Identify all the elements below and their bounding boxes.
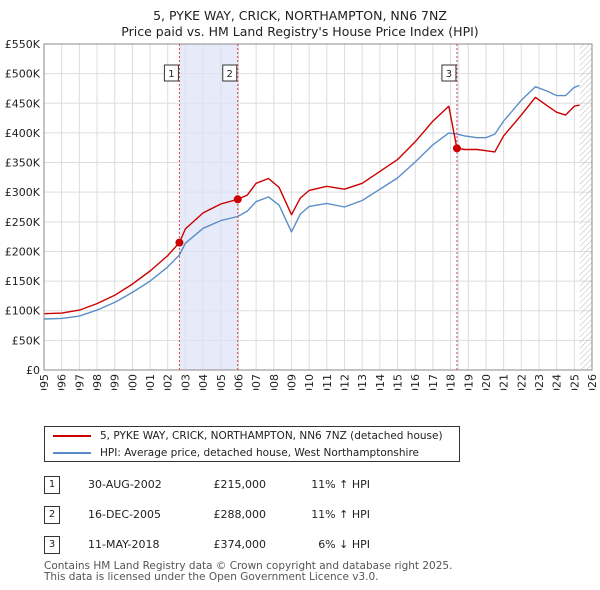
y-tick-label: £300K [5,186,41,199]
x-tick-label: 1995 [38,374,51,390]
y-tick-label: £500K [5,68,41,81]
y-tick-label: £250K [5,216,41,229]
sale-point [175,238,184,247]
sale-marker-label: 3 [446,69,452,80]
y-tick-label: £150K [5,275,41,288]
legend-swatch-hpi [53,452,91,454]
future-hatch [579,44,592,370]
transaction-badge: 3 [44,536,60,554]
transaction-badge: 1 [44,476,60,494]
footer-line1: Contains HM Land Registry data © Crown c… [44,560,453,572]
sale-marker-box [222,64,238,82]
y-tick-label: £200K [5,245,41,258]
chart-title-line2: Price paid vs. HM Land Registry's House … [121,24,479,39]
transaction-date: 16-DEC-2005 [88,508,162,521]
transaction-hpi-diff: 11% ↑ HPI [311,478,370,491]
plot-background [44,44,592,370]
legend-swatch-price [53,435,91,437]
x-tick-label: 2004 [197,374,210,390]
x-tick-label: 2025 [568,374,581,390]
sale-marker-label: 1 [168,69,174,80]
sale-marker-box [441,64,457,82]
y-tick-label: £450K [5,97,41,110]
x-tick-label: 2009 [285,374,298,390]
sale-point [233,195,242,204]
x-tick-label: 2013 [356,374,369,390]
transaction-badge: 2 [44,506,60,524]
x-tick-label: 2008 [268,374,281,390]
transaction-hpi-diff: 6% ↓ HPI [318,538,370,551]
transaction-row: 1 30-AUG-2002 £215,000 11% ↑ HPI [0,476,600,494]
x-tick-label: 2022 [515,374,528,390]
x-tick-label: 1996 [56,374,69,390]
transaction-row: 2 16-DEC-2005 £288,000 11% ↑ HPI [0,506,600,524]
x-tick-label: 2016 [409,374,422,390]
chart-title-line1: 5, PYKE WAY, CRICK, NORTHAMPTON, NN6 7NZ [153,8,447,23]
x-tick-label: 2026 [586,374,599,390]
x-tick-label: 1997 [73,374,86,390]
x-tick-label: 2002 [162,374,175,390]
annotation-layer: 1 2 3 [163,44,461,370]
y-tick-label: £50K [12,334,41,347]
x-tick-label: 2014 [374,374,387,390]
transaction-row: 3 11-MAY-2018 £374,000 6% ↓ HPI [0,536,600,554]
grid-layer [43,43,593,371]
x-tick-label: 2015 [392,374,405,390]
x-tick-label: 2007 [250,374,263,390]
sale-point [452,144,461,153]
x-tick-label: 2020 [480,374,493,390]
x-tick-label: 1998 [91,374,104,390]
axes-layer: £0 £50K £100K £150K £200K £250K £300K £350K £400… [5,38,599,390]
y-tick-label: £550K [5,38,41,51]
footer-line2: This data is licensed under the Open Gov… [44,571,379,583]
price-paid-line [44,96,580,315]
legend: 5, PYKE WAY, CRICK, NORTHAMPTON, NN6 7NZ… [44,426,460,462]
price-chart: £0 £50K £100K £150K £200K £250K £300K £350K £400… [5,38,599,390]
legend-label-price: 5, PYKE WAY, CRICK, NORTHAMPTON, NN6 7NZ… [100,430,443,442]
x-tick-label: 2000 [126,374,139,390]
transaction-price: £215,000 [213,478,267,491]
x-tick-label: 2017 [427,374,440,390]
x-tick-label: 2010 [303,374,316,390]
series-layer [44,84,580,320]
y-tick-label: £0 [26,364,40,377]
footer: Contains HM Land Registry data © Crown c… [44,561,452,583]
transaction-hpi-diff: 11% ↑ HPI [311,508,370,521]
transaction-date: 11-MAY-2018 [88,538,160,551]
x-tick-label: 2006 [232,374,245,390]
shaded-period [456,44,460,370]
shaded-period [179,44,238,370]
shaded-layer [179,44,592,370]
x-tick-label: 2011 [321,374,334,390]
x-tick-label: 2019 [462,374,475,390]
sale-marker-box [163,64,179,82]
x-tick-label: 2021 [498,374,511,390]
transaction-price: £288,000 [213,508,267,521]
x-tick-label: 2001 [144,374,157,390]
x-tick-label: 2012 [339,374,352,390]
plot-border [43,43,593,371]
x-tick-label: 2018 [445,374,458,390]
x-tick-label: 2024 [551,374,564,390]
x-tick-label: 1999 [109,374,122,390]
transaction-date: 30-AUG-2002 [88,478,162,491]
x-tick-label: 2005 [215,374,228,390]
y-tick-label: £100K [5,305,41,318]
x-tick-label: 2023 [533,374,546,390]
legend-label-hpi: HPI: Average price, detached house, West… [100,447,419,459]
y-tick-label: £400K [5,127,41,140]
y-tick-label: £350K [5,157,41,170]
sale-marker-label: 2 [227,69,233,80]
transaction-price: £374,000 [213,538,267,551]
hpi-line [44,84,580,320]
x-tick-label: 2003 [179,374,192,390]
